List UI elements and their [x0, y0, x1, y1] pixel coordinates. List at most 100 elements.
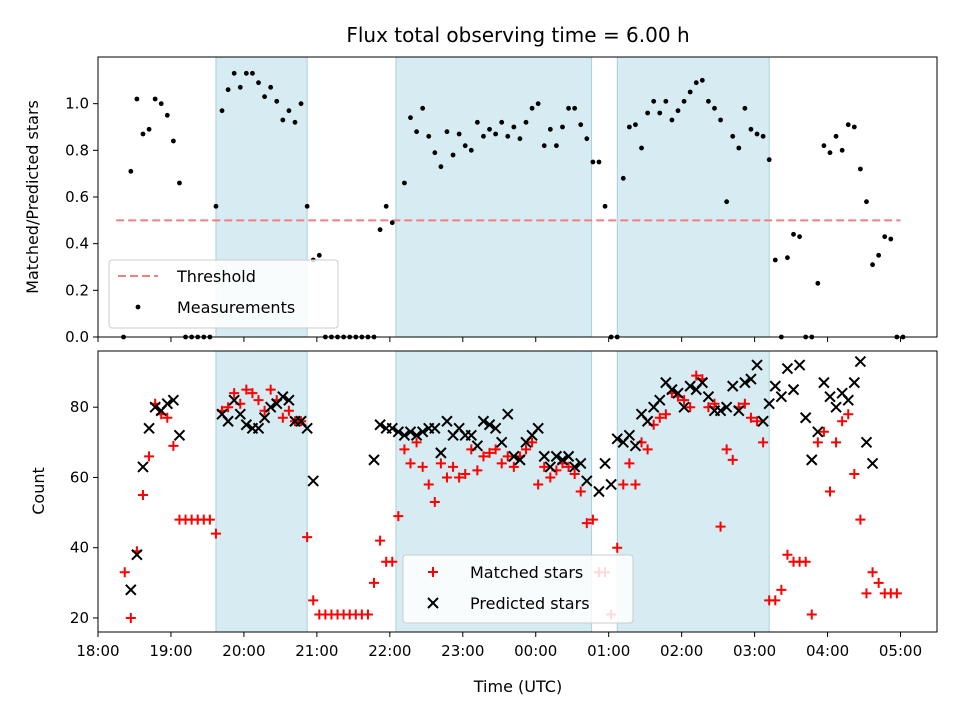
- matched-star-point: [454, 472, 465, 483]
- matched-star-point: [204, 514, 215, 525]
- predicted-stars-points: [125, 355, 879, 596]
- predicted-star-point: [477, 415, 490, 427]
- predicted-star-point: [702, 390, 715, 403]
- predicted-star-point: [787, 383, 800, 396]
- predicted-star-point: [799, 412, 812, 424]
- measurement-point: [669, 117, 675, 123]
- measurement-point: [791, 231, 796, 237]
- measurement-point: [268, 84, 274, 90]
- matched-star-point: [654, 412, 665, 423]
- measurement-point: [237, 84, 243, 90]
- predicted-star-point: [131, 549, 143, 561]
- measurement-point: [797, 234, 802, 240]
- matched-star-point: [891, 588, 902, 599]
- matched-star-point: [265, 384, 276, 395]
- matched-star-point: [831, 437, 842, 448]
- bottom-legend: Matched stars Predicted stars: [402, 554, 634, 624]
- measurement-point: [736, 145, 742, 151]
- matched-star-point: [679, 395, 690, 406]
- y-tick-label: 0.2: [65, 281, 89, 299]
- predicted-star-point: [793, 359, 806, 371]
- matched-star-point: [448, 461, 459, 472]
- measurement-points: [121, 70, 906, 340]
- predicted-star-point: [806, 454, 818, 466]
- matched-star-point: [369, 577, 380, 588]
- measurement-point: [487, 126, 492, 132]
- measurement-point: [414, 129, 419, 135]
- predicted-star-point: [714, 405, 727, 417]
- measurement-point: [493, 131, 499, 137]
- matched-star-point: [423, 479, 434, 490]
- measurement-point: [693, 80, 699, 86]
- measurement-point: [712, 105, 717, 111]
- measurement-point: [389, 220, 395, 226]
- y-tick-label: 20: [70, 609, 89, 627]
- measurement-point: [785, 255, 790, 261]
- measurement-point: [438, 164, 444, 170]
- measurement-point: [833, 133, 839, 139]
- predicted-star-point: [410, 429, 423, 442]
- matched-star-point: [375, 535, 386, 546]
- predicted-star-point: [739, 376, 751, 389]
- measurement-point: [134, 96, 140, 102]
- predicted-star-point: [173, 429, 186, 442]
- measurement-point: [402, 180, 407, 186]
- matched-star-point: [496, 458, 507, 469]
- matched-star-point: [533, 479, 544, 490]
- matched-star-point: [867, 567, 878, 578]
- matched-star-point: [527, 437, 538, 448]
- predicted-star-point: [830, 401, 842, 413]
- measurement-point: [675, 108, 681, 114]
- measurement-point: [432, 150, 438, 156]
- measurement-point: [274, 98, 280, 104]
- measurement-point: [219, 108, 225, 114]
- predicted-star-point: [228, 394, 240, 406]
- predicted-star-point: [392, 426, 405, 438]
- measurement-point: [760, 133, 766, 139]
- y-tick-label: 1.0: [65, 95, 89, 113]
- top-legend: Threshold Measurements: [108, 259, 339, 329]
- predicted-star-point: [751, 359, 763, 371]
- predicted-star-point: [222, 415, 234, 427]
- measurement-point: [748, 126, 754, 132]
- measurement-point: [821, 143, 827, 149]
- matched-star-point: [660, 409, 671, 420]
- measurement-point: [888, 236, 894, 242]
- predicted-star-point: [575, 457, 587, 470]
- predicted-star-point: [167, 394, 180, 406]
- predicted-star-point: [727, 380, 739, 392]
- matched-star-point: [782, 549, 793, 560]
- x-tick-label: 20:00: [222, 642, 265, 660]
- predicted-star-point: [666, 383, 678, 396]
- predicted-star-point: [307, 475, 319, 487]
- predicted-star-point: [641, 415, 654, 427]
- measurement-point: [468, 147, 474, 153]
- measurement-point: [572, 105, 578, 111]
- predicted-star-point: [301, 422, 313, 434]
- measurement-point: [772, 257, 778, 263]
- predicted-star-point: [149, 401, 161, 413]
- matched-star-point: [745, 412, 756, 423]
- predicted-star-point: [489, 422, 502, 434]
- predicted-star-point: [611, 433, 623, 445]
- matched-star-point: [624, 458, 635, 469]
- predicted-star-point: [745, 373, 757, 385]
- predicted-star-point: [824, 390, 836, 403]
- bottom-panel: 20 40 60 80 18:00 19:00 20:00 21:00 22:00 23:00 0…: [29, 350, 938, 696]
- x-tick-label: 03:00: [733, 642, 776, 660]
- predicted-star-point: [696, 376, 709, 389]
- x-tick-label: 01:00: [587, 642, 630, 660]
- matched-star-point: [435, 458, 446, 469]
- measurement-point: [851, 124, 857, 130]
- predicted-star-point: [866, 457, 879, 470]
- predicted-star-point: [654, 394, 666, 406]
- matched-star-point: [302, 532, 313, 543]
- predicted-star-point: [605, 478, 617, 491]
- measurement-point: [170, 138, 176, 144]
- predicted-star-point: [629, 440, 642, 452]
- measurement-point: [529, 105, 535, 111]
- matched-star-point: [618, 479, 629, 490]
- predicted-star-point: [538, 450, 550, 463]
- predicted-star-point: [283, 394, 295, 406]
- top-x-ticks: [97, 337, 902, 342]
